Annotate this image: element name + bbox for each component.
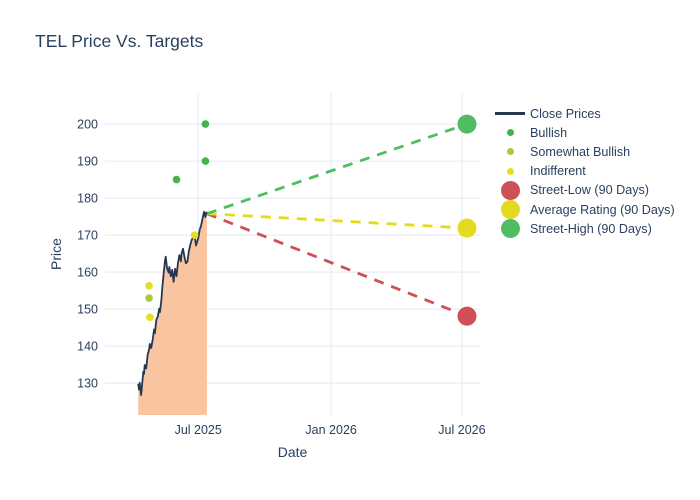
- y-axis-title: Price: [48, 238, 64, 270]
- close-prices-legend-line-icon: [493, 112, 527, 115]
- legend-item-close-prices[interactable]: Close Prices: [493, 104, 675, 123]
- indifferent-rating-marker: [145, 313, 154, 322]
- legend-label: Street-High (90 Days): [530, 221, 652, 236]
- legend-item-street-low-90-days[interactable]: Street-Low (90 Days): [493, 180, 675, 200]
- legend-label: Indifferent: [530, 164, 586, 179]
- x-axis-title: Date: [277, 444, 308, 460]
- y-tick-label: 160: [77, 265, 98, 279]
- bullish-legend-dot-icon: [493, 129, 527, 137]
- legend-item-bullish[interactable]: Bullish: [493, 123, 675, 142]
- close-prices-area: [138, 211, 207, 415]
- street-high-target-marker: [457, 114, 477, 134]
- y-tick-label: 140: [77, 339, 98, 353]
- chart-title: TEL Price Vs. Targets: [35, 31, 204, 51]
- bullish-rating-marker: [201, 120, 210, 128]
- indifferent-legend-dot-icon: [493, 167, 527, 175]
- legend-label: Street-Low (90 Days): [530, 183, 649, 198]
- legend-label: Somewhat Bullish: [530, 144, 631, 159]
- y-tick-label: 130: [77, 376, 98, 390]
- y-tick-label: 180: [77, 191, 98, 205]
- y-tick-label: 200: [77, 117, 98, 131]
- street-low-target-marker: [457, 306, 477, 326]
- street-low-dashed-line: [206, 212, 468, 318]
- indifferent-rating-marker: [145, 282, 153, 290]
- x-tick-label: Jan 2026: [305, 423, 356, 437]
- average-dashed-line: [206, 212, 468, 230]
- legend-item-indifferent[interactable]: Indifferent: [493, 162, 675, 181]
- x-tick-label: Jul 2026: [438, 423, 485, 437]
- street-high-90-days-legend-dot-icon: [493, 219, 527, 239]
- y-tick-label: 170: [77, 228, 98, 242]
- average-rating-90-days-legend-dot-icon: [493, 200, 527, 220]
- y-tick-label: 150: [77, 302, 98, 316]
- legend-label: Bullish: [530, 125, 568, 140]
- somewhat-bullish-legend-dot-icon: [493, 148, 527, 156]
- legend-label: Close Prices: [530, 106, 601, 121]
- bullish-rating-marker: [172, 175, 181, 184]
- bullish-rating-marker: [201, 157, 210, 165]
- y-tick-label: 190: [77, 154, 98, 168]
- indifferent-rating-marker: [190, 231, 199, 239]
- legend-item-somewhat-bullish[interactable]: Somewhat Bullish: [493, 142, 675, 161]
- legend-item-average-rating-90-days[interactable]: Average Rating (90 Days): [493, 200, 675, 220]
- average-target-marker: [457, 218, 477, 238]
- street-low-90-days-legend-dot-icon: [493, 180, 527, 200]
- street-high-dashed-line: [206, 122, 468, 215]
- legend-label: Average Rating (90 Days): [530, 202, 675, 217]
- legend: Close Prices Bullish Somewhat Bullish Indif…: [493, 104, 675, 239]
- x-tick-label: Jul 2025: [175, 423, 222, 437]
- somewhat-bullish-rating-marker: [145, 294, 153, 302]
- legend-item-street-high-90-days[interactable]: Street-High (90 Days): [493, 219, 675, 239]
